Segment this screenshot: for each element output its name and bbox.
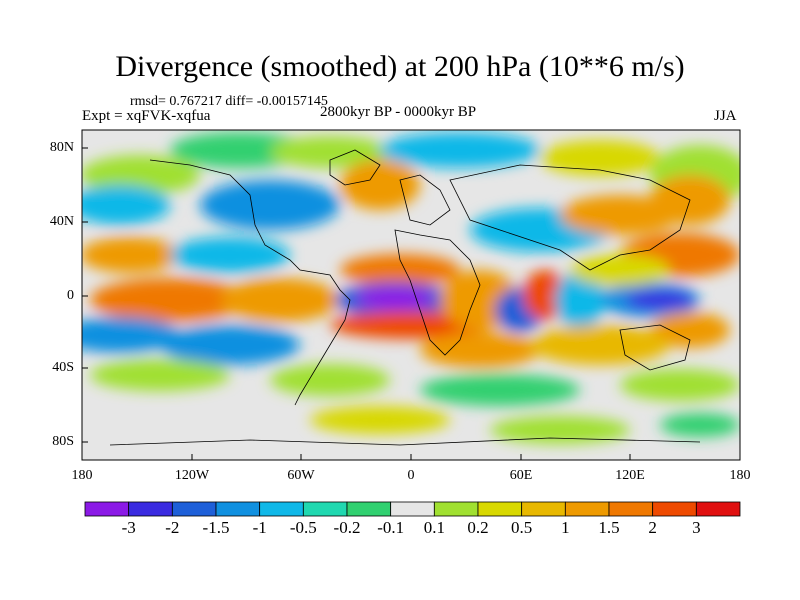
colorbar-swatch xyxy=(608,501,654,517)
colorbar-tick-label: -0.1 xyxy=(377,518,405,537)
colorbar-swatch xyxy=(521,501,566,517)
colorbar-swatch xyxy=(477,501,523,517)
lon-label-60e: 60E xyxy=(509,468,533,483)
colorbar-swatch xyxy=(84,501,130,517)
colorbar-tick-label: -0.2 xyxy=(333,518,361,537)
lon-label-0: 0 xyxy=(407,468,415,483)
colorbar-swatch xyxy=(390,501,435,517)
colorbar-swatch xyxy=(695,501,741,517)
lon-label-180w: 180 xyxy=(71,468,93,483)
period-label: 2800kyr BP - 0000kyr BP xyxy=(320,104,477,120)
experiment-label: Expt = xqFVK-xqfua xyxy=(82,108,211,124)
season-label: JJA xyxy=(714,108,737,124)
lat-label-40n: 40N xyxy=(49,214,74,229)
colorbar-tick-label: 0.5 xyxy=(511,518,533,537)
colorbar-tick-label: 2 xyxy=(648,518,657,537)
plot-title: Divergence (smoothed) at 200 hPa (10**6 … xyxy=(115,50,685,83)
colorbar-swatch xyxy=(346,501,392,517)
map-field xyxy=(82,130,740,460)
colorbar-tick-label: -3 xyxy=(121,518,136,537)
colorbar-tick-label: 1 xyxy=(561,518,570,537)
lat-label-40s: 40S xyxy=(52,360,74,375)
colorbar-swatch xyxy=(433,501,479,517)
coastlines xyxy=(109,149,701,446)
lon-label-120w: 120W xyxy=(174,468,210,483)
colorbar-tick-label: 3 xyxy=(692,518,701,537)
colorbar-swatch xyxy=(215,501,261,517)
lat-label-80n: 80N xyxy=(49,140,74,155)
colorbar-swatch xyxy=(564,501,610,517)
lon-label-120e: 120E xyxy=(615,468,645,483)
colorbar-swatch xyxy=(302,501,348,517)
colorbar-tick-label: -1.5 xyxy=(202,518,230,537)
colorbar-tick-label: -2 xyxy=(165,518,180,537)
stats-text: rmsd= 0.767217 diff= -0.00157145 xyxy=(130,94,328,109)
lon-label-60w: 60W xyxy=(287,468,315,483)
colorbar-tick-label: 0.1 xyxy=(423,518,445,537)
colorbar xyxy=(84,501,741,517)
colorbar-tick-label: -1 xyxy=(252,518,267,537)
colorbar-swatch xyxy=(171,501,217,517)
colorbar-swatch xyxy=(128,501,173,517)
lat-label-80s: 80S xyxy=(52,434,74,449)
colorbar-swatch xyxy=(652,501,697,517)
lon-label-180e: 180 xyxy=(729,468,751,483)
colorbar-swatch xyxy=(259,501,304,517)
colorbar-tick-label: -0.5 xyxy=(289,518,317,537)
lat-label-0: 0 xyxy=(67,288,74,303)
colorbar-tick-label: 0.2 xyxy=(467,518,489,537)
colorbar-tick-label: 1.5 xyxy=(598,518,620,537)
